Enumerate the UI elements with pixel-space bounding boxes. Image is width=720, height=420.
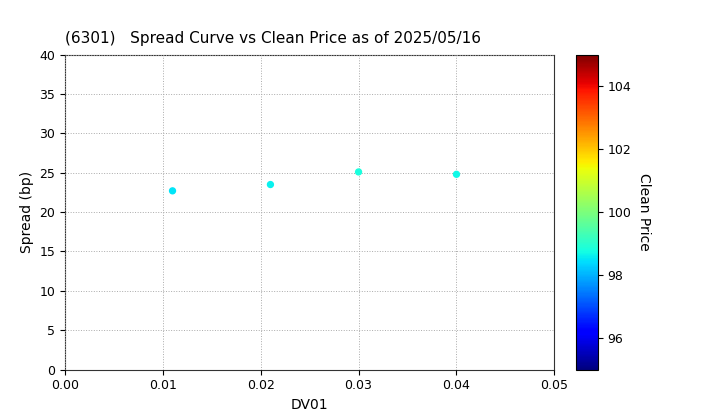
X-axis label: DV01: DV01 [291,398,328,412]
Point [265,181,276,188]
Y-axis label: Spread (bp): Spread (bp) [19,171,34,253]
Y-axis label: Clean Price: Clean Price [636,173,651,251]
Text: (6301)   Spread Curve vs Clean Price as of 2025/05/16: (6301) Spread Curve vs Clean Price as of… [65,32,481,47]
Point [353,168,364,175]
Point [451,171,462,178]
Point [167,187,179,194]
